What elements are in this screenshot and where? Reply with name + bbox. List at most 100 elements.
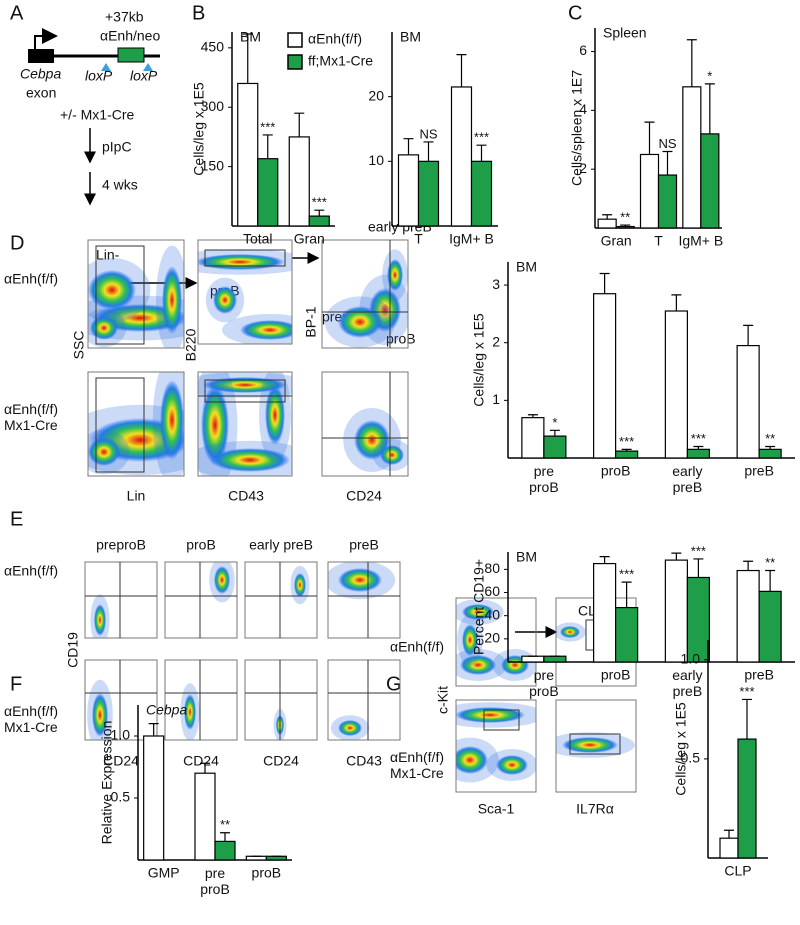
bar — [450, 86, 473, 227]
bar — [308, 215, 330, 227]
significance: *** — [619, 567, 634, 582]
column-title: preB — [349, 537, 379, 553]
panel-letter: F — [10, 673, 22, 695]
flow-plot — [244, 561, 318, 639]
column-title: proB — [186, 537, 216, 553]
axis-label: CD24 — [263, 753, 299, 769]
flow-plot — [321, 239, 409, 349]
density-core — [354, 420, 390, 460]
y-tick-label: 20 — [368, 87, 384, 103]
y-tick-label: 6 — [579, 42, 587, 58]
bar — [397, 154, 420, 227]
error-bar — [200, 762, 210, 774]
error-bar — [220, 832, 230, 842]
x-tick-label: IgM+ B — [449, 231, 494, 247]
panel-letter: B — [192, 2, 205, 24]
bar — [615, 225, 635, 229]
error-bar — [704, 83, 715, 134]
gate — [204, 379, 286, 403]
density-core — [338, 720, 362, 736]
bar — [700, 133, 720, 229]
gate — [204, 249, 286, 267]
x-tick-label: pre proB — [529, 667, 559, 699]
construct-diagram — [28, 28, 160, 206]
flow-density — [556, 732, 635, 758]
legend-swatch — [287, 32, 303, 48]
y-tick-label: 300 — [201, 98, 225, 114]
flow-plot — [164, 659, 238, 741]
axis-label: SSC — [71, 331, 87, 360]
density-core — [201, 385, 229, 465]
error-bar — [602, 214, 613, 220]
enhancer-position: +37kb — [105, 9, 144, 25]
plot-frame — [84, 561, 158, 639]
flow-plot — [87, 239, 185, 349]
error-bar — [765, 445, 776, 450]
error-bar — [620, 224, 631, 227]
panel-letter: E — [10, 508, 23, 530]
error-bar — [693, 558, 704, 578]
bar — [737, 738, 757, 859]
significance: *** — [312, 195, 327, 210]
error-bar — [644, 121, 655, 155]
x-tick-label: GMP — [148, 865, 180, 881]
x-tick-label: proB — [601, 667, 631, 683]
flow-density — [328, 562, 396, 600]
significance: ** — [765, 431, 775, 446]
flow-plot — [321, 371, 409, 477]
density-core — [380, 445, 404, 465]
density-core — [496, 755, 528, 775]
error-bar — [599, 556, 610, 564]
significance: NS — [658, 136, 676, 151]
flow-density — [456, 702, 536, 783]
legend-label: ff;Mx1-Cre — [308, 53, 373, 69]
row-label: αEnh(f/f) Mx1-Cre — [390, 749, 444, 781]
flow-density — [88, 245, 184, 348]
error-bar — [294, 112, 305, 137]
x-tick-label: early preB — [672, 463, 702, 495]
density-core — [240, 320, 292, 340]
error-bar — [262, 134, 273, 159]
x-tick-label: Gran — [601, 233, 632, 249]
axis-label: CD43 — [228, 488, 264, 504]
row-label: αEnh(f/f) Mx1-Cre — [4, 703, 58, 735]
y-tick-label: 2 — [492, 333, 500, 349]
gate — [483, 709, 520, 731]
axis-label: BP-1 — [303, 306, 319, 337]
error-bar — [671, 552, 682, 561]
enhancer-label: αEnh/neo — [100, 28, 160, 44]
chart-title: BM — [240, 29, 261, 45]
flow-density — [90, 594, 110, 638]
error-bar — [621, 448, 632, 452]
density-core — [160, 380, 184, 460]
axis-label: CD43 — [346, 753, 382, 769]
gate-label: Lin- — [96, 247, 120, 263]
bar — [543, 655, 567, 663]
bar — [593, 562, 617, 663]
chart-title: Spleen — [603, 25, 647, 41]
exon-label: exon — [26, 85, 56, 101]
bar — [615, 450, 639, 459]
bar — [214, 840, 236, 861]
bar — [719, 837, 739, 859]
bar — [470, 160, 493, 227]
axis-label: CD24 — [103, 753, 139, 769]
plot-frame — [244, 561, 318, 639]
flow-density — [330, 715, 370, 740]
y-tick-label: 1.0 — [681, 651, 701, 667]
plot-frame — [197, 371, 293, 477]
bar — [237, 82, 259, 227]
density-core — [456, 746, 488, 774]
significance: * — [552, 415, 557, 430]
plot-frame — [555, 699, 637, 793]
x-tick-label: proB — [252, 865, 282, 881]
y-tick-label: 10 — [368, 152, 384, 168]
y-tick-label: 3 — [492, 276, 500, 292]
density-core — [562, 737, 618, 753]
row-label: αEnh(f/f) — [390, 639, 444, 655]
error-bar — [476, 144, 487, 162]
flow-density — [209, 562, 235, 603]
flow-plot — [555, 699, 637, 793]
bar — [521, 417, 545, 459]
flow-density — [198, 372, 292, 476]
